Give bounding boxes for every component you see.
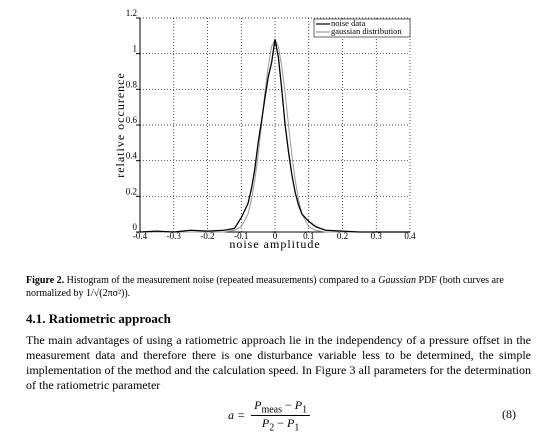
y-tick-label: 0.6: [126, 115, 138, 125]
term: P: [287, 416, 295, 431]
term: P: [254, 398, 262, 412]
y-tick-label: 1.2: [126, 8, 137, 18]
sub: 1: [294, 422, 300, 434]
term: P: [261, 416, 270, 431]
caption-italic: Gaussian: [378, 275, 417, 286]
op: −: [277, 416, 284, 431]
y-tick-label: 0: [133, 222, 138, 232]
sub: 2: [269, 422, 275, 434]
x-tick-label: 0.2: [337, 231, 348, 241]
section-heading: 4.1. Ratiometric approach: [26, 311, 171, 326]
legend-label: gaussian distribution: [331, 26, 402, 36]
paragraph: The main advantages of using a ratiometr…: [26, 333, 531, 392]
numerator: Pmeas − P1: [251, 398, 311, 417]
y-tick-label: 0.4: [126, 151, 138, 161]
equation-lhs: a =: [228, 408, 246, 423]
x-tick-label: -0.1: [234, 231, 248, 241]
y-tick-label: 0.8: [126, 79, 138, 89]
fraction: Pmeas − P1 P2 − P1: [251, 398, 311, 434]
x-tick-label: 0: [273, 231, 278, 241]
chart: noise amplitude relative occurence 0 0.2 0…: [113, 8, 416, 251]
data-line: [139, 39, 410, 233]
x-tick-label: 0.3: [371, 231, 383, 241]
y-axis-label: relative occurence: [113, 72, 127, 178]
y-tick-label: 1: [133, 44, 138, 54]
legend-box: [313, 18, 411, 38]
figure-caption: Figure 2. Histogram of the measurement n…: [26, 274, 526, 300]
legend-label: noise data: [331, 18, 365, 28]
x-tick-label: 0.4: [404, 231, 416, 241]
caption-text: Histogram of the measurement noise (repe…: [66, 275, 379, 286]
denominator: P2 − P1: [259, 416, 302, 433]
x-tick-label: -0.3: [167, 231, 182, 241]
op: −: [285, 398, 292, 412]
x-tick-label: 0.1: [303, 231, 314, 241]
equation-number: (8): [502, 407, 516, 421]
x-tick-label: -0.4: [133, 231, 148, 241]
caption-label: Figure 2.: [26, 275, 65, 286]
x-tick-label: -0.2: [200, 231, 214, 241]
equation: a = Pmeas − P1 P2 − P1: [228, 398, 311, 434]
term: P: [294, 398, 303, 412]
x-axis-label: noise amplitude: [229, 237, 320, 251]
sub: meas: [261, 404, 282, 416]
sub: 1: [302, 404, 308, 416]
caption-text-end: PDF (both curves are normalized by 1/√(2…: [26, 275, 504, 299]
y-tick-label: 0.2: [126, 186, 137, 196]
